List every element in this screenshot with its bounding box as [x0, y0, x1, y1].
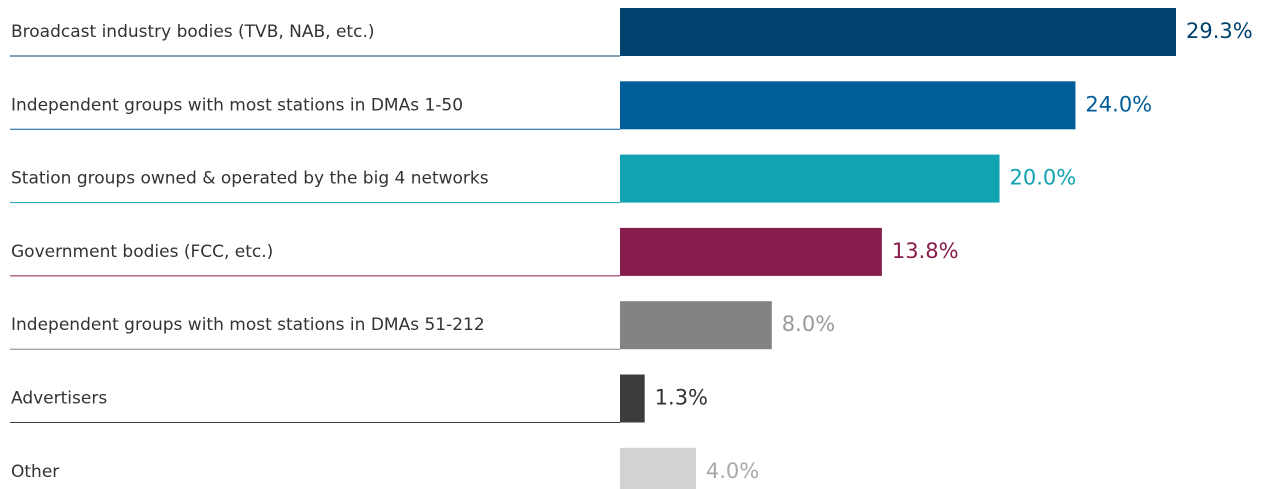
bar	[620, 8, 1176, 56]
category-label: Independent groups with most stations in…	[11, 315, 485, 335]
value-label: 20.0%	[1010, 166, 1077, 190]
bar	[620, 301, 772, 350]
bar	[620, 227, 882, 276]
bar	[620, 447, 696, 489]
value-label: 13.8%	[892, 239, 959, 263]
category-label: Advertisers	[11, 389, 107, 409]
value-label: 8.0%	[782, 312, 835, 336]
category-label: Broadcast industry bodies (TVB, NAB, etc…	[11, 22, 374, 42]
category-label: Independent groups with most stations in…	[11, 95, 463, 115]
category-label: Government bodies (FCC, etc.)	[11, 242, 273, 262]
value-label: 1.3%	[655, 386, 708, 410]
value-label: 29.3%	[1186, 19, 1253, 43]
bar	[620, 81, 1076, 130]
bar	[620, 154, 1000, 203]
value-label: 24.0%	[1085, 92, 1152, 116]
bar	[620, 374, 645, 423]
value-label: 4.0%	[706, 459, 759, 483]
category-label: Station groups owned & operated by the b…	[11, 169, 489, 189]
category-label: Other	[11, 462, 59, 482]
